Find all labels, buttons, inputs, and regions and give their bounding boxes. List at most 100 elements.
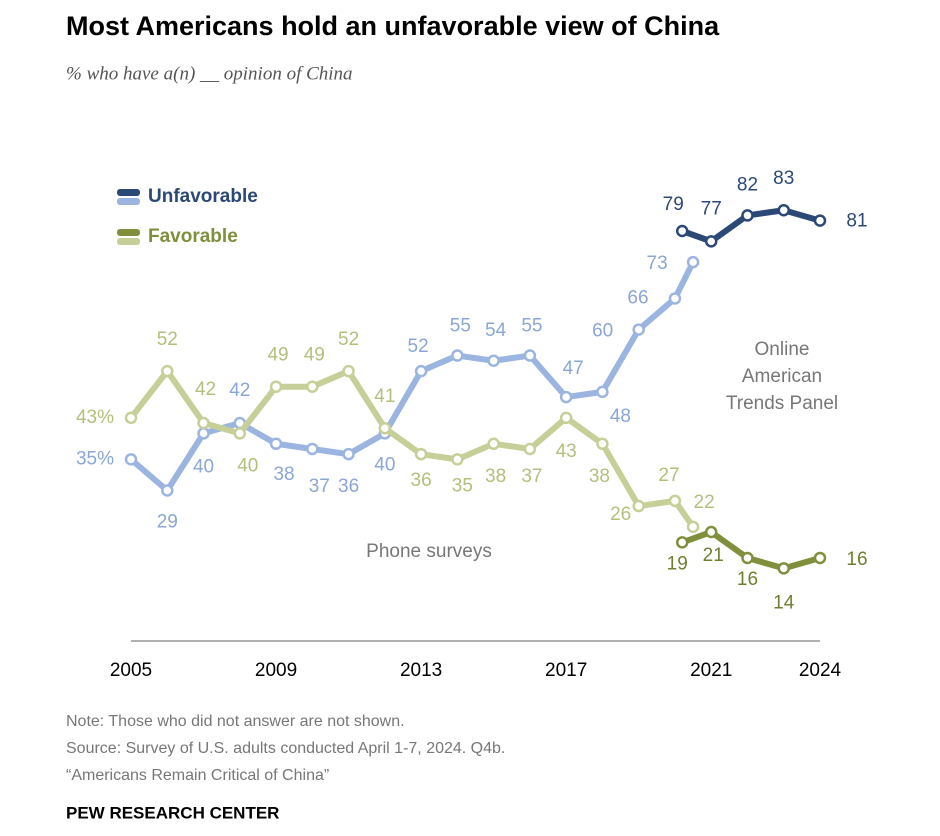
point	[668, 292, 682, 305]
point	[342, 364, 355, 378]
point	[686, 520, 700, 534]
point	[487, 437, 500, 451]
point	[813, 551, 827, 565]
point	[668, 494, 682, 508]
data-label: 38	[273, 464, 294, 485]
point	[741, 551, 754, 565]
data-label: 27	[658, 465, 679, 486]
point	[197, 416, 210, 430]
annotation: Online	[755, 339, 810, 360]
data-label: 40	[374, 454, 395, 475]
legend-swatch	[117, 229, 140, 236]
data-label: 81	[846, 211, 867, 232]
note: Source: Survey of U.S. adults conducted …	[66, 740, 505, 757]
point	[777, 203, 790, 217]
data-label: 47	[563, 358, 584, 379]
data-label: 36	[411, 470, 432, 491]
data-label: 43%	[76, 407, 114, 428]
x-tick-label: 2021	[690, 660, 732, 681]
legend-swatch	[117, 198, 140, 205]
data-label: 52	[157, 329, 178, 350]
data-label: 79	[663, 194, 684, 215]
x-tick-label: 2009	[255, 660, 297, 681]
annotation: Trends Panel	[726, 393, 838, 414]
data-label: 77	[701, 198, 722, 219]
point	[233, 427, 247, 440]
point	[414, 364, 428, 378]
data-label: 37	[521, 466, 542, 487]
data-label: 54	[485, 320, 507, 341]
legend-label: Favorable	[148, 226, 238, 247]
data-label: 42	[229, 380, 250, 401]
point	[124, 453, 138, 466]
data-label: 26	[610, 504, 631, 525]
point	[813, 214, 827, 227]
point	[777, 562, 790, 575]
data-label: 48	[610, 406, 631, 427]
data-label: 40	[237, 455, 258, 476]
data-label: 40	[193, 456, 214, 477]
point	[675, 224, 689, 238]
point	[523, 442, 537, 456]
point	[306, 442, 319, 456]
point	[342, 447, 355, 461]
point	[559, 390, 573, 404]
point	[741, 209, 754, 222]
point	[378, 421, 392, 435]
point	[632, 323, 645, 336]
x-tick-label: 2013	[400, 660, 442, 681]
chart-title: Most Americans hold an unfavorable view …	[66, 11, 720, 41]
data-label: 49	[267, 345, 288, 366]
data-label: 19	[667, 553, 688, 574]
data-label: 36	[338, 476, 359, 497]
annotation: Phone surveys	[366, 541, 492, 562]
data-label: 55	[450, 316, 471, 337]
data-label: 82	[737, 174, 758, 195]
point	[632, 499, 645, 513]
data-label: 52	[408, 336, 429, 357]
data-label: 83	[773, 168, 794, 189]
data-label: 60	[592, 321, 613, 342]
data-label: 73	[647, 253, 668, 274]
point	[451, 349, 464, 362]
data-label: 42	[195, 379, 216, 400]
point	[559, 411, 573, 425]
point	[161, 484, 174, 497]
data-label: 22	[694, 492, 715, 513]
point	[451, 453, 464, 466]
data-label: 55	[521, 316, 542, 337]
chart-subtitle: % who have a(n) __ opinion of China	[66, 63, 353, 84]
data-label: 38	[485, 466, 506, 487]
note: Note: Those who did not answer are not s…	[66, 713, 405, 730]
point	[161, 364, 174, 378]
x-tick-label: 2024	[799, 660, 842, 681]
data-label: 43	[556, 441, 577, 462]
data-label: 35%	[76, 448, 114, 469]
data-label: 66	[627, 287, 648, 308]
point	[523, 349, 537, 362]
point	[704, 525, 718, 539]
point	[487, 354, 500, 367]
credit: PEW RESEARCH CENTER	[66, 803, 279, 822]
point	[686, 255, 700, 269]
legend-label: Unfavorable	[148, 186, 258, 207]
point	[306, 380, 319, 393]
point	[704, 235, 718, 248]
legend-swatch	[117, 238, 140, 245]
point	[197, 427, 210, 440]
point	[596, 385, 609, 399]
data-label: 14	[773, 592, 795, 613]
data-label: 38	[589, 466, 610, 487]
point	[596, 437, 609, 451]
data-label: 21	[703, 545, 724, 566]
data-label: 29	[157, 512, 178, 533]
point	[269, 437, 283, 451]
data-label: 37	[309, 476, 330, 497]
x-tick-label: 2005	[110, 660, 152, 681]
point	[269, 380, 283, 393]
annotation: American	[742, 366, 822, 387]
data-label: 52	[338, 329, 359, 350]
data-label: 35	[452, 475, 473, 496]
data-label: 16	[846, 549, 867, 570]
